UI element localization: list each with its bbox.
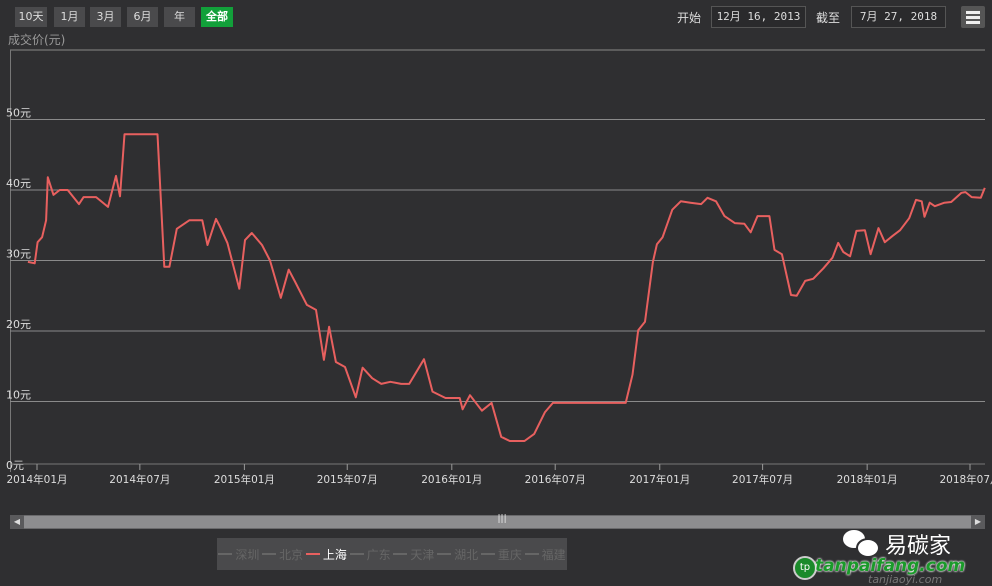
x-tick-label: 2015年01月 — [214, 473, 275, 486]
y-tick-label: 40元 — [6, 177, 31, 190]
range-button[interactable]: 年 — [164, 7, 195, 27]
start-label: 开始 — [677, 11, 702, 25]
legend-label: 天津 — [410, 547, 435, 562]
range-button[interactable]: 6月 — [127, 7, 158, 27]
legend-label: 福建 — [541, 547, 566, 562]
legend-label: 北京 — [279, 547, 304, 562]
x-tick-label: 2014年01月 — [6, 473, 67, 486]
tanpaifang-logo-icon: tp — [793, 556, 817, 580]
legend-swatch — [480, 553, 495, 555]
watermark-brand: 易碳家 — [885, 534, 952, 559]
scrollbar-thumb[interactable]: ||| — [24, 514, 971, 528]
end-label: 截至 — [816, 11, 841, 25]
x-tick-label: 2017年07月 — [732, 473, 793, 486]
legend-label: 广东 — [366, 547, 391, 562]
range-button[interactable]: 10天 — [15, 7, 47, 27]
scroll-left-icon[interactable]: ◀ — [10, 515, 24, 529]
legend-label: 重庆 — [497, 547, 522, 562]
legend-item[interactable]: 广东 — [349, 546, 391, 563]
legend-label: 上海 — [322, 547, 347, 562]
scroll-right-icon[interactable]: ▶ — [971, 515, 985, 529]
wechat-icon — [843, 530, 880, 558]
x-tick-label: 2015年07月 — [317, 473, 378, 486]
legend-item[interactable]: 深圳 — [218, 546, 259, 563]
y-tick-label: 10元 — [6, 389, 31, 402]
legend-item[interactable]: 重庆 — [480, 546, 522, 563]
legend: 深圳 北京 上海 广东 天津 湖北 重庆 福建 — [217, 538, 567, 570]
x-tick-label: 2017年01月 — [629, 473, 690, 486]
legend-swatch — [393, 553, 408, 555]
hamburger-menu-icon[interactable] — [961, 6, 985, 28]
legend-swatch — [305, 553, 320, 555]
x-tick-label: 2016年07月 — [525, 473, 586, 486]
legend-item[interactable]: 北京 — [262, 546, 303, 563]
legend-swatch — [437, 553, 452, 555]
range-button[interactable]: 1月 — [54, 7, 85, 27]
legend-item[interactable]: 天津 — [393, 546, 434, 563]
start-date-input[interactable]: 12月 16, 2013 — [711, 6, 806, 28]
navigator-scrollbar[interactable]: ◀ ||| ▶ — [10, 514, 985, 529]
y-tick-label: 0元 — [6, 459, 24, 472]
end-date-input[interactable]: 7月 27, 2018 — [851, 6, 946, 28]
legend-item[interactable]: 上海 — [305, 546, 347, 563]
x-tick-label: 2018年01月 — [837, 473, 898, 486]
legend-label: 深圳 — [235, 547, 260, 562]
range-button[interactable]: 3月 — [90, 7, 121, 27]
y-tick-label: 50元 — [6, 107, 31, 120]
legend-item[interactable]: 福建 — [524, 546, 566, 563]
range-button[interactable]: 全部 — [201, 7, 233, 27]
x-tick-label: 2016年01月 — [421, 473, 482, 486]
legend-swatch — [524, 553, 539, 555]
y-axis-title: 成交价(元) — [8, 33, 66, 47]
legend-swatch — [349, 553, 364, 555]
x-tick-label: 2018年07月 — [939, 473, 992, 486]
legend-swatch — [262, 553, 277, 555]
y-tick-label: 20元 — [6, 318, 31, 331]
y-tick-label: 30元 — [6, 248, 31, 261]
watermark-site: tanpaifang.com — [815, 556, 966, 576]
x-tick-label: 2014年07月 — [109, 473, 170, 486]
series-line-上海 — [27, 133, 986, 442]
watermark-site2: tanjiaoyi.com — [868, 573, 943, 586]
legend-label: 湖北 — [454, 547, 479, 562]
price-chart: 0元 10元 20元 30元 40元 50元 2014年01月 2014年07月 2015年01… — [6, 49, 992, 486]
legend-swatch — [218, 553, 233, 555]
legend-item[interactable]: 湖北 — [437, 546, 478, 563]
